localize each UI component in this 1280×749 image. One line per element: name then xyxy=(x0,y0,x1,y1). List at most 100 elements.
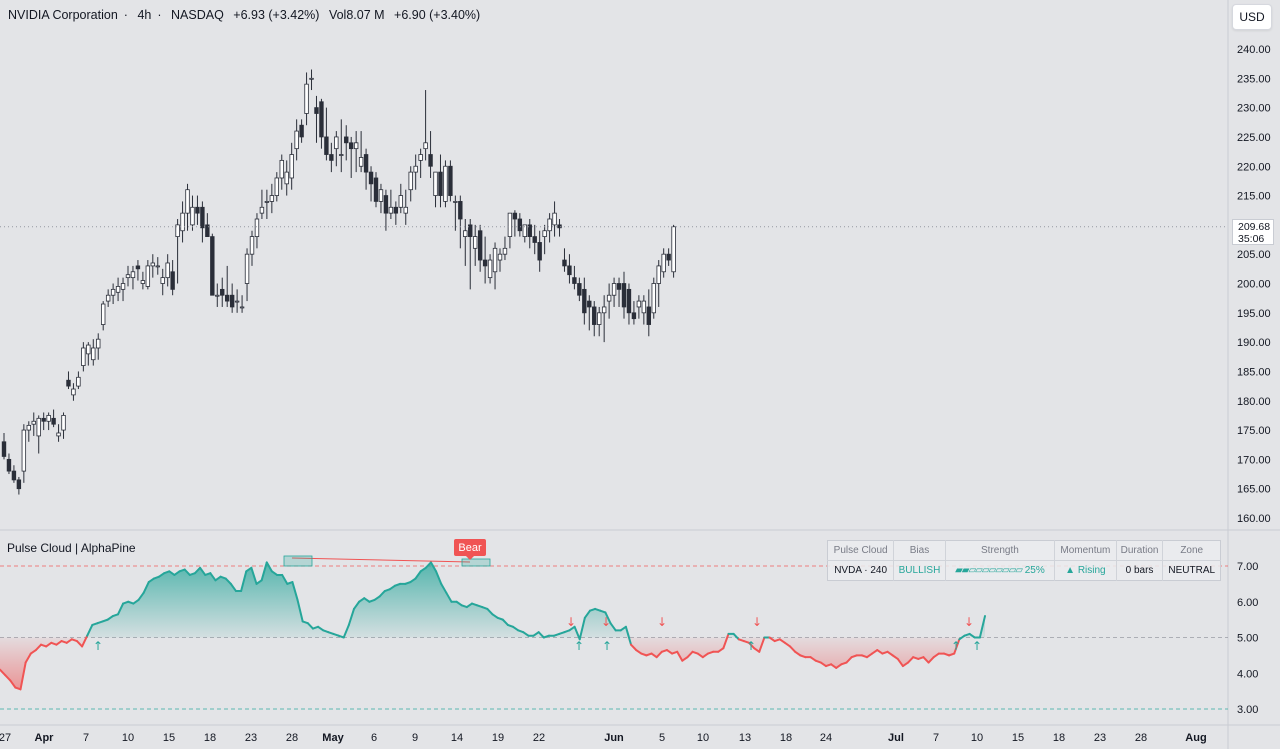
pulse-line-segment xyxy=(789,645,797,653)
pulse-line-segment xyxy=(265,561,273,573)
candle xyxy=(413,154,418,190)
candle-body xyxy=(26,424,31,431)
table-zone-cell: NEUTRAL xyxy=(1168,565,1216,576)
time-tick-label: 23 xyxy=(245,732,257,744)
pulse-line-segment xyxy=(876,649,884,655)
candle-body xyxy=(611,283,617,296)
pulse-line-segment xyxy=(229,582,237,593)
currency-button[interactable]: USD xyxy=(1232,4,1272,30)
pulse-line-segment xyxy=(260,561,268,582)
candle-body xyxy=(130,271,136,279)
candle-body xyxy=(562,259,567,267)
candle xyxy=(279,154,284,190)
candle-body xyxy=(289,154,294,179)
candle-body xyxy=(51,417,56,425)
candle-body xyxy=(606,294,612,302)
volume-value: 8.07 M xyxy=(346,8,385,22)
candle xyxy=(46,412,51,431)
price-tick-label: 180.00 xyxy=(1237,396,1271,408)
pulse-line-segment xyxy=(106,615,114,621)
price-tick-label: 230.00 xyxy=(1237,103,1271,115)
pulse-line-segment xyxy=(686,650,694,659)
last-price-tag: 209.68 35:06 xyxy=(1232,219,1274,245)
candle-body xyxy=(294,130,299,150)
oscillator-tick-label: 5.00 xyxy=(1237,633,1258,645)
time-tick-label: 10 xyxy=(697,732,709,744)
candle-body xyxy=(577,283,582,296)
candle-body xyxy=(378,189,384,202)
candle xyxy=(190,195,195,231)
table-momentum-cell: ▲ Rising xyxy=(1054,560,1117,581)
pulse-line-segment xyxy=(650,652,658,659)
candle-body xyxy=(597,312,602,325)
candle-body xyxy=(279,159,284,179)
time-tick-label: Apr xyxy=(35,732,55,744)
candle xyxy=(120,277,126,302)
candle-body xyxy=(31,420,36,425)
bull-signal-arrow: ↑ xyxy=(574,639,584,653)
bull-cloud-area xyxy=(0,562,985,638)
candle xyxy=(611,277,617,307)
candle xyxy=(428,131,433,178)
time-tick-label: 13 xyxy=(739,732,751,744)
candle-body xyxy=(239,306,245,309)
pulse-line-segment xyxy=(866,652,874,659)
candle-body xyxy=(502,247,508,255)
candle-body xyxy=(537,242,542,261)
pulse-line-segment xyxy=(958,634,966,641)
candle xyxy=(324,107,329,161)
candle xyxy=(81,342,86,372)
candle-body xyxy=(552,212,557,226)
candle xyxy=(517,213,523,237)
candle-body xyxy=(636,300,642,308)
time-tick-label: 14 xyxy=(451,732,463,744)
candle-body xyxy=(438,171,443,196)
pulse-line-segment xyxy=(352,600,361,610)
candle-body xyxy=(403,206,408,214)
pulse-line-segment xyxy=(871,649,879,655)
interval-label[interactable]: 4h xyxy=(137,8,152,22)
candle-body xyxy=(666,253,671,261)
candle-body xyxy=(646,306,651,325)
candle xyxy=(150,254,155,278)
candle xyxy=(423,90,428,161)
pulse-line-segment xyxy=(142,581,150,594)
candle xyxy=(527,219,532,249)
symbol-name[interactable]: NVIDIA Corporation xyxy=(8,8,118,22)
pulse-line-segment xyxy=(794,650,802,657)
candle xyxy=(403,189,408,225)
pulse-line-segment xyxy=(819,661,827,668)
candle xyxy=(353,131,359,173)
candle-body xyxy=(195,206,200,214)
pulse-line-segment xyxy=(609,622,617,632)
price-tick-label: 160.00 xyxy=(1237,513,1271,525)
time-tick-label: 9 xyxy=(412,732,418,744)
candle xyxy=(472,224,478,266)
pulse-line-segment xyxy=(573,625,581,641)
candle xyxy=(254,213,260,249)
pulse-line-segment xyxy=(532,631,540,637)
candle-body xyxy=(66,379,71,387)
time-tick-label: 23 xyxy=(1094,732,1106,744)
oscillator-tick-label: 4.00 xyxy=(1237,668,1258,680)
candle-body xyxy=(324,136,329,155)
pulse-line-segment xyxy=(501,618,509,626)
candle-body xyxy=(487,259,493,279)
pulse-line-segment xyxy=(173,570,181,576)
time-tick-label: 15 xyxy=(1012,732,1024,744)
time-tick-label: 7 xyxy=(83,732,89,744)
indicator-title[interactable]: Pulse Cloud | AlphaPine xyxy=(7,541,136,555)
candle xyxy=(41,412,46,431)
candle-body xyxy=(344,136,349,144)
bear-cloud-area xyxy=(0,637,985,690)
candle-body xyxy=(125,274,131,279)
candle xyxy=(378,183,384,214)
candle xyxy=(130,265,136,290)
pulse-line-segment xyxy=(363,597,371,603)
time-tick-label: Jun xyxy=(604,732,624,744)
time-tick-label: 19 xyxy=(492,732,504,744)
candle xyxy=(115,277,121,302)
candle xyxy=(101,301,106,331)
candle-body xyxy=(423,142,428,150)
